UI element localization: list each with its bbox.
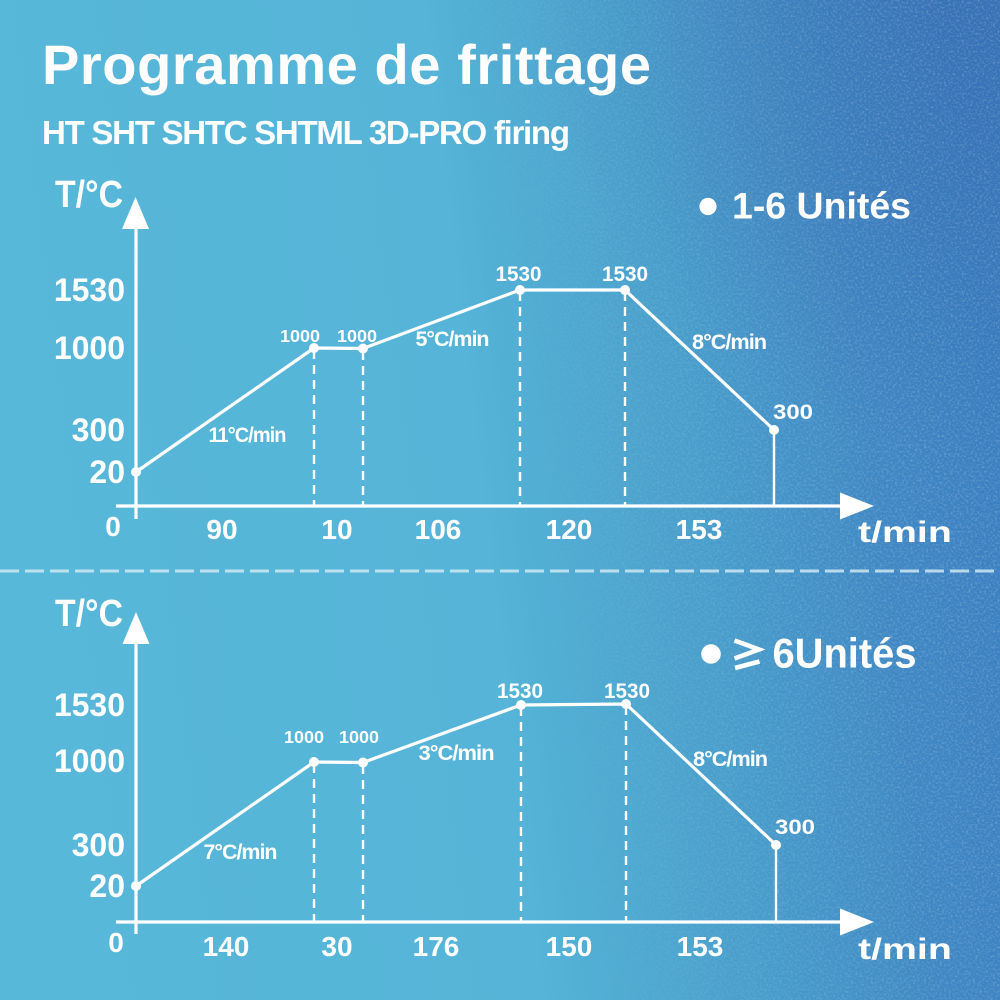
- svg-text:1530: 1530: [496, 262, 542, 286]
- svg-text:8°C/min: 8°C/min: [693, 748, 767, 771]
- svg-text:153: 153: [676, 514, 723, 545]
- svg-text:176: 176: [413, 931, 460, 962]
- svg-text:1-6 Unités: 1-6 Unités: [732, 186, 911, 227]
- svg-text:0: 0: [105, 511, 121, 542]
- svg-text:140: 140: [203, 931, 250, 962]
- svg-text:1530: 1530: [604, 679, 650, 703]
- svg-text:Programme de frittage: Programme de frittage: [42, 33, 651, 96]
- svg-text:10: 10: [321, 514, 352, 545]
- svg-text:7°C/min: 7°C/min: [204, 841, 277, 864]
- svg-text:1000: 1000: [284, 727, 324, 747]
- svg-text:20: 20: [89, 454, 125, 490]
- svg-text:1000: 1000: [339, 727, 379, 747]
- svg-text:1000: 1000: [280, 326, 320, 346]
- svg-text:1000: 1000: [54, 330, 125, 366]
- svg-text:300: 300: [775, 815, 815, 839]
- svg-text:1530: 1530: [54, 687, 125, 723]
- svg-text:t/min: t/min: [858, 932, 952, 965]
- svg-text:1530: 1530: [497, 679, 543, 703]
- svg-text:90: 90: [206, 514, 237, 545]
- svg-text:8°C/min: 8°C/min: [692, 331, 766, 354]
- svg-text:0: 0: [108, 927, 124, 958]
- svg-text:150: 150: [546, 931, 593, 962]
- svg-text:20: 20: [89, 868, 125, 904]
- svg-text:30: 30: [321, 931, 352, 962]
- svg-text:3°C/min: 3°C/min: [419, 742, 494, 765]
- svg-text:120: 120: [546, 514, 593, 545]
- svg-text:1000: 1000: [54, 743, 125, 779]
- svg-text:300: 300: [773, 400, 813, 424]
- svg-text:6Unités: 6Unités: [773, 630, 917, 677]
- svg-text:5°C/min: 5°C/min: [416, 328, 489, 351]
- svg-text:T/°C: T/°C: [55, 593, 123, 635]
- svg-text:1000: 1000: [337, 326, 377, 346]
- svg-text:t/min: t/min: [858, 515, 952, 548]
- svg-text:153: 153: [677, 931, 724, 962]
- svg-text:106: 106: [415, 514, 462, 545]
- svg-text:HT SHT SHTC SHTML 3D-PRO firin: HT SHT SHTC SHTML 3D-PRO firing: [42, 114, 570, 151]
- svg-text:300: 300: [72, 412, 125, 448]
- svg-text:1530: 1530: [54, 272, 125, 308]
- svg-text:11°C/min: 11°C/min: [209, 424, 286, 447]
- svg-text:T/°C: T/°C: [55, 174, 123, 216]
- svg-text:300: 300: [72, 827, 125, 863]
- svg-text:1530: 1530: [602, 262, 648, 286]
